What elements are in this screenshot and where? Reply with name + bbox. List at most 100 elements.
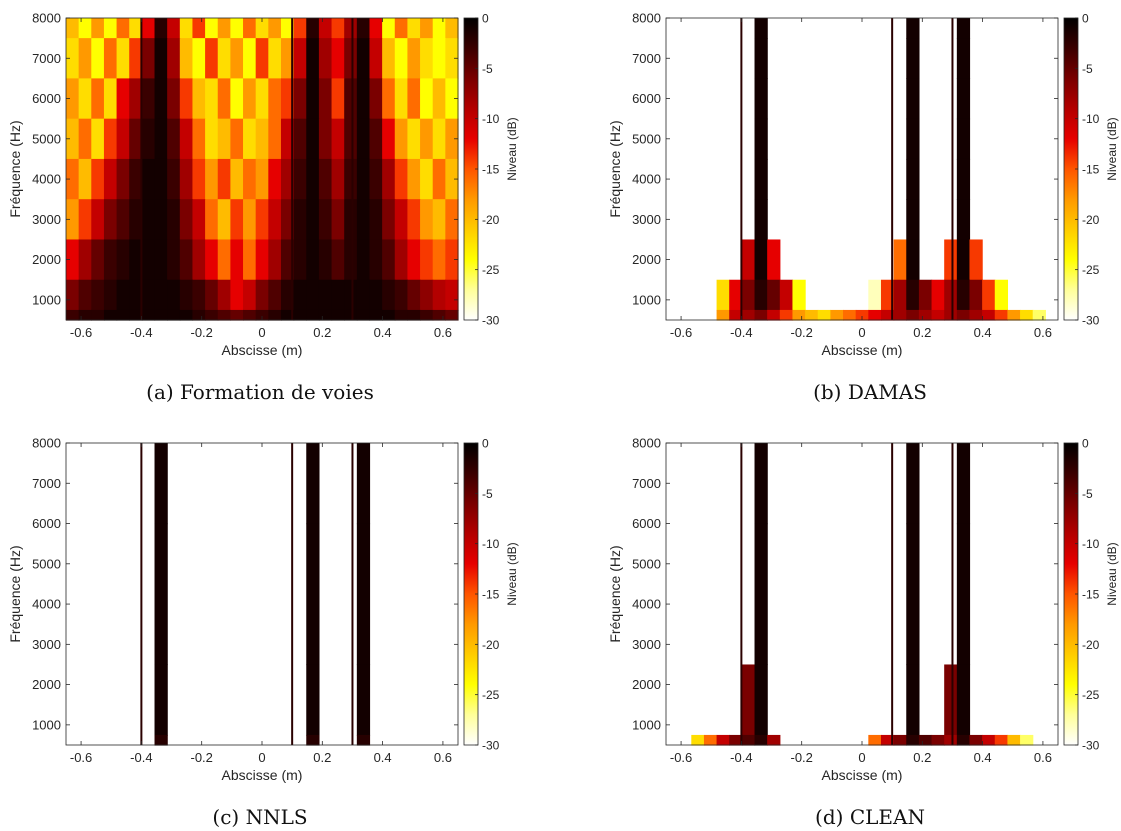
heatmap-cell [154,38,168,79]
heatmap-cell [306,279,320,311]
heatmap-cell [394,199,409,241]
heatmap-cell [230,199,244,241]
heatmap-cell [205,199,219,241]
heatmap-cell [382,239,396,281]
y-tick-label: 4000 [632,172,661,187]
heatmap-cell [78,18,92,39]
y-tick-label: 5000 [632,556,661,571]
heatmap-cell [344,118,358,160]
x-tick-label: 0.6 [434,325,452,340]
heatmap-cell [129,118,143,160]
heatmap-cell [192,309,206,321]
heatmap-cell [382,199,396,241]
colorbar-tick-label: 0 [482,12,489,26]
heatmap-cell [103,309,118,321]
heatmap-cell [369,18,383,39]
heatmap-cell [931,279,945,311]
caption-d: (d) CLEAN [815,805,925,829]
heatmap-cell [255,118,269,160]
y-tick-label: 6000 [32,516,61,531]
heatmap-cell [255,239,269,281]
heatmap-cell [331,38,345,79]
colorbar-tick-label: -5 [1082,62,1093,76]
heatmap-cell [243,18,257,39]
heatmap-cell [154,18,168,39]
heatmap-cell [754,78,768,120]
heatmap-cell [167,199,181,241]
heatmap-cell [91,239,105,281]
y-tick-label: 3000 [632,212,661,227]
y-tick-label: 2000 [32,252,61,267]
heatmap-cell [982,309,996,321]
heatmap-cell [779,309,794,321]
colorbar-label: Niveau (dB) [1105,542,1119,605]
heatmap-cell [906,239,920,281]
heatmap-cell [703,734,718,746]
heatmap-cell [141,309,156,321]
heatmap-cell [205,78,219,120]
heatmap-cell [179,239,194,281]
x-tick-label: -0.6 [70,325,92,340]
heatmap-cell [729,279,743,311]
heatmap-cell [969,734,983,746]
heatmap-cell [906,309,920,321]
heatmap-cell [141,78,156,120]
heatmap-cell [268,18,282,39]
colorbar-tick-label: -25 [1082,263,1100,277]
heatmap-cell [432,118,446,160]
heatmap-cell [154,158,168,200]
heatmap-cell [356,309,371,321]
heatmap-cell [956,279,971,311]
panel-clean: -0.6 -0.4 -0.2 0 0.2 0.4 0.6 1000 2000 3000 4000 50… [600,425,1120,805]
heatmap-cell [179,199,194,241]
heatmap-cell [344,38,358,79]
heatmap-chart-d: -0.6 -0.4 -0.2 0 0.2 0.4 0.6 1000 2000 3000 4000 50… [607,436,1119,784]
heatmap-cell [445,309,459,321]
heatmap-cell [205,158,219,200]
heatmap-cell [205,239,219,281]
heatmap-cell [217,309,231,321]
heatmap-cell [432,78,446,120]
y-tick-label: 6000 [32,91,61,106]
heatmap-cell [255,38,269,79]
heatmap-cell [356,279,371,311]
heatmap-cell [243,78,257,120]
heatmap-cell [243,309,257,321]
y-tick-label: 8000 [632,436,661,451]
x-tick-label: 0.2 [313,325,331,340]
y-tick-label: 6000 [632,91,661,106]
heatmap-cell [331,309,345,321]
heatmap-cell [154,199,168,241]
heatmap-cell [331,199,345,241]
caption-a: (a) Formation de voies [146,380,374,404]
heatmap-cell [280,18,295,39]
heatmap-cell [167,78,181,120]
heatmap-cell [331,239,345,281]
heatmap-cell [66,309,80,321]
heatmap-cell [767,734,781,746]
heatmap-cell [103,38,118,79]
heatmap-cell [179,279,194,311]
heatmap-cell [141,118,156,160]
heatmap-cell [445,38,459,79]
y-tick-label: 5000 [32,556,61,571]
y-tick-label: 3000 [32,637,61,652]
colorbar-tick-label: -30 [1082,739,1100,753]
heatmap-cell [445,78,459,120]
heatmap-cell [420,118,434,160]
heatmap-cell [754,118,768,160]
heatmap-cell [66,239,80,281]
x-tick-label: 0.4 [374,325,392,340]
heatmap-cell [432,158,446,200]
plot-area [66,443,458,745]
heatmap-cell [116,309,130,321]
heatmap-cell [432,279,446,311]
heatmap-cell [66,118,80,160]
heatmap-cell [432,239,446,281]
x-axis-label: Abscisse (m) [822,342,903,358]
heatmap-cells [691,443,1034,746]
x-axis-label: Abscisse (m) [222,767,303,783]
panel-nnls: -0.6 -0.4 -0.2 0 0.2 0.4 0.6 1000 2000 3000 4000 50… [0,425,560,805]
x-tick-label: 0.6 [434,750,452,765]
heatmap-cell [205,38,219,79]
